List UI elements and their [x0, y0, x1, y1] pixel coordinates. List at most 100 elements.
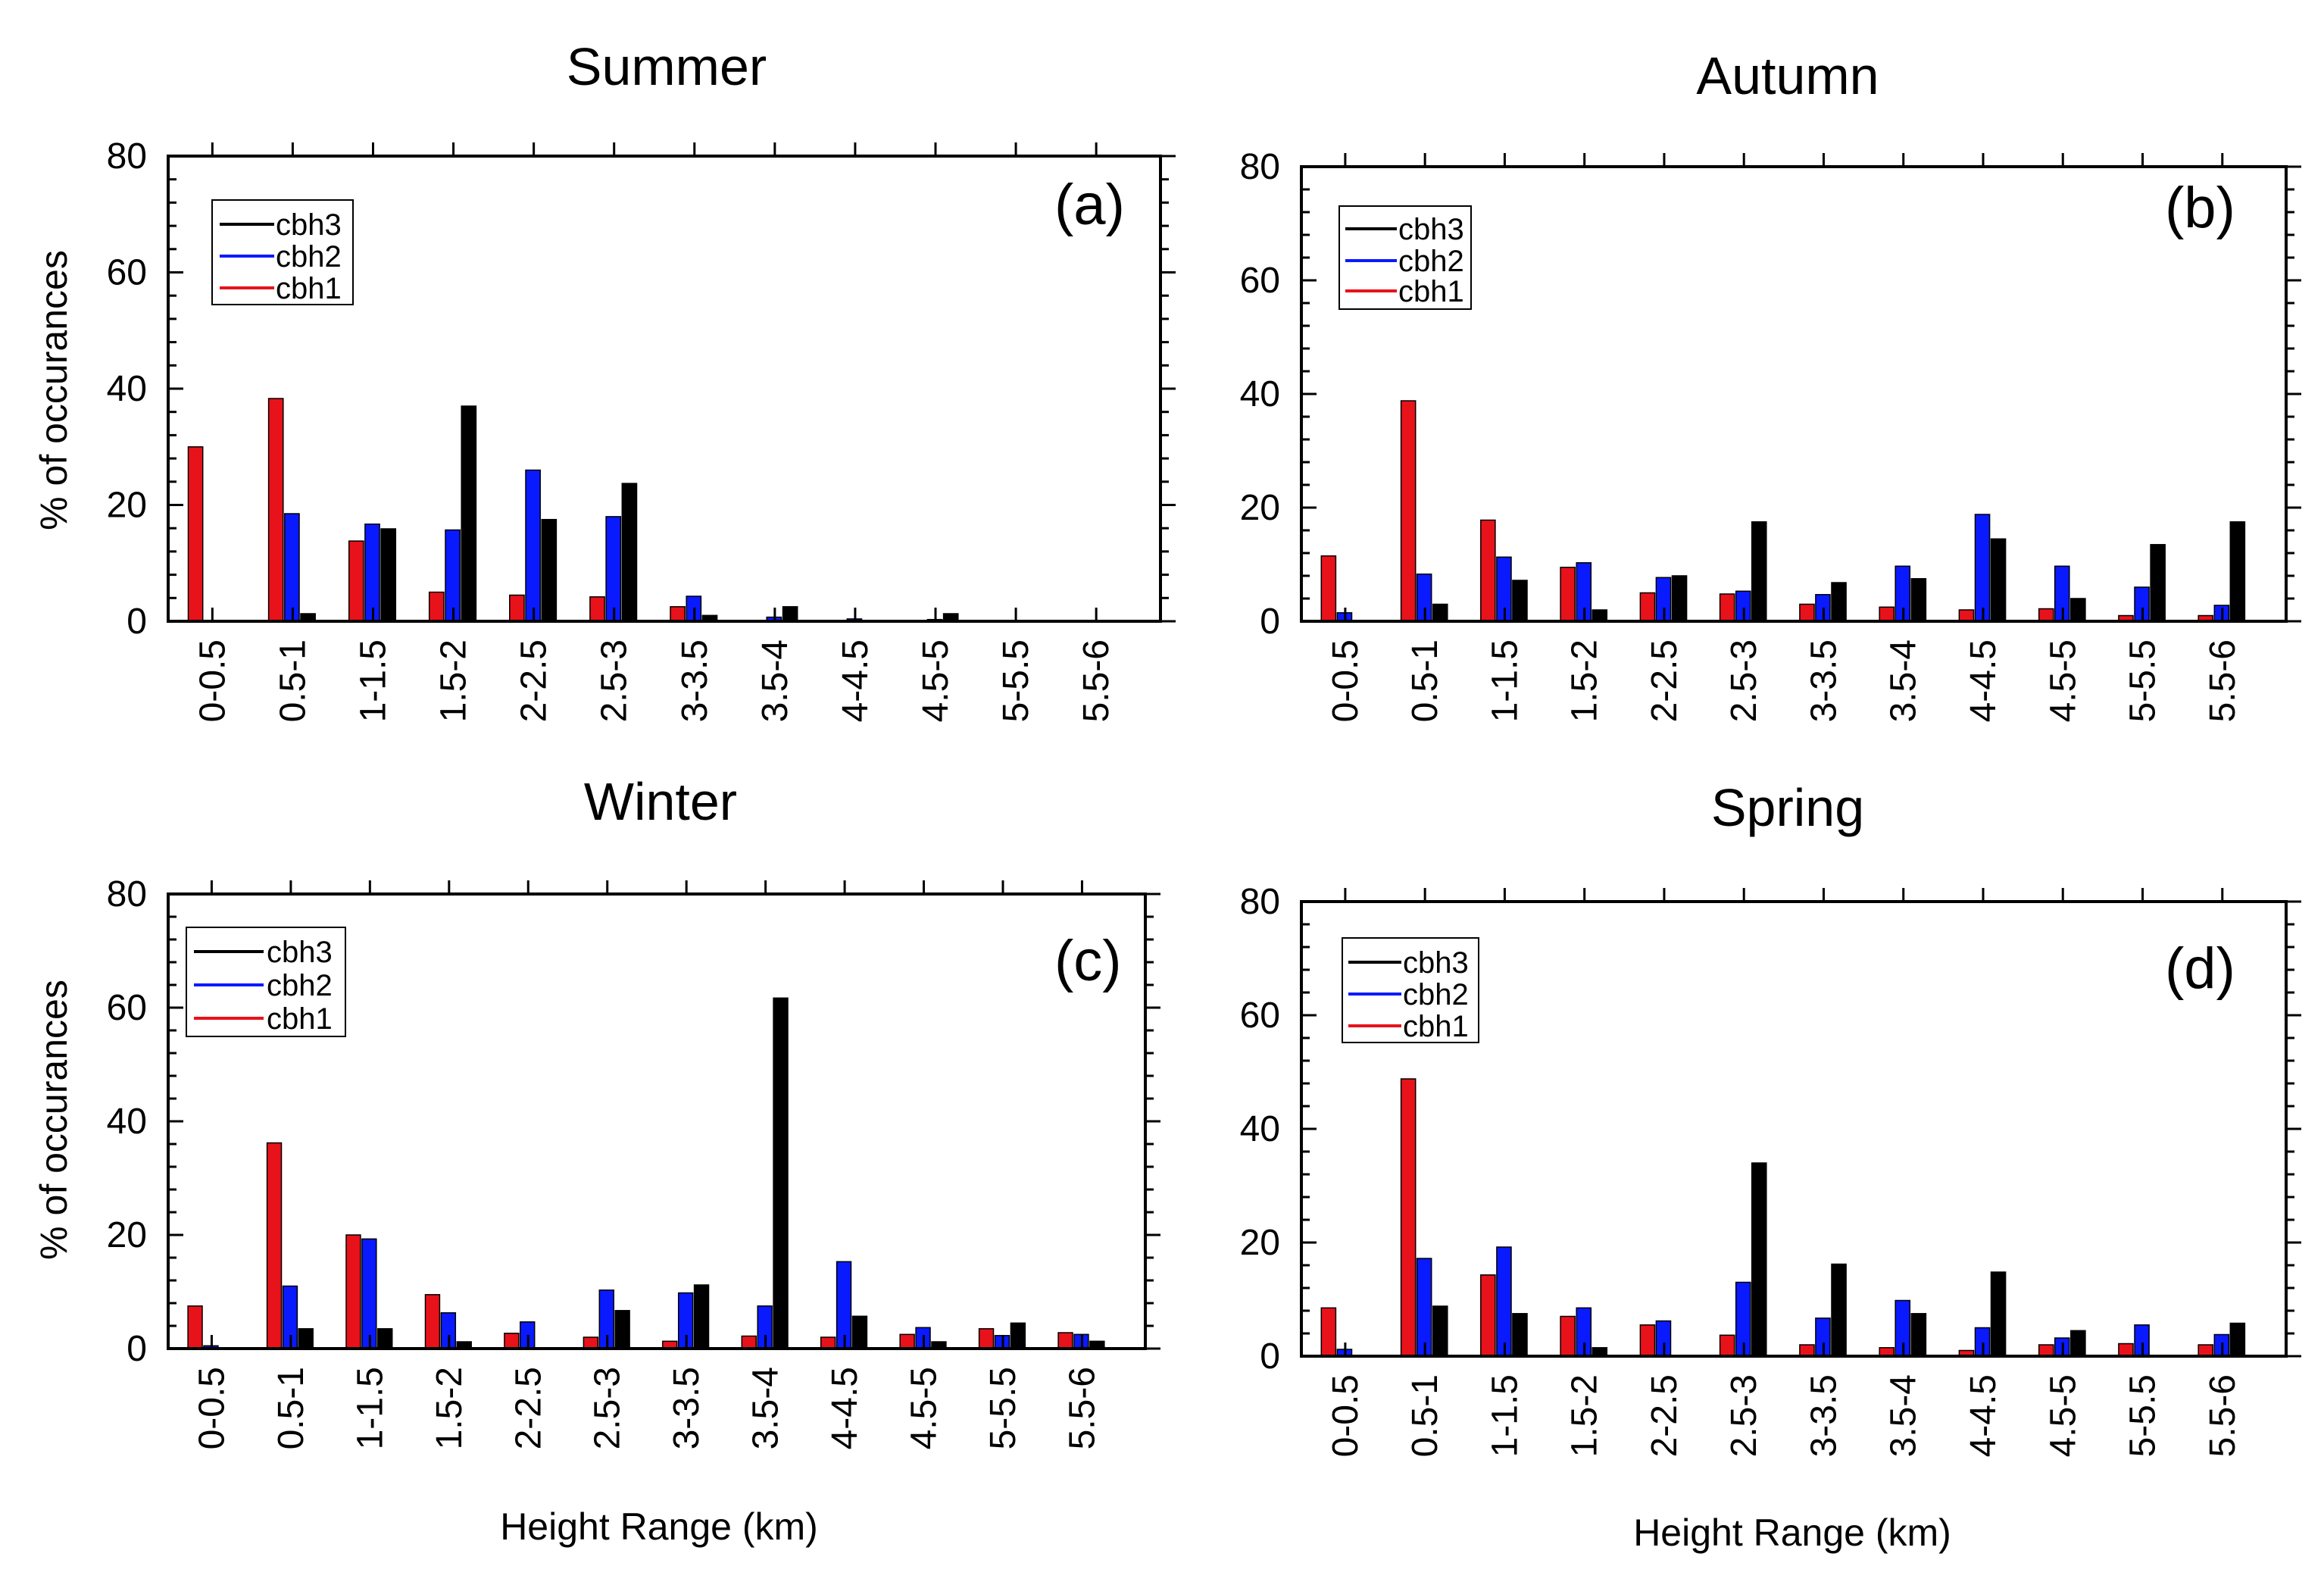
x-tick-label: 0.5-1 [1405, 639, 1445, 722]
legend-summer: cbh3 cbh2 cbh1 [211, 199, 354, 305]
x-tick-label: 4.5-5 [916, 639, 956, 722]
x-tick-label: 5.5-6 [2203, 1374, 2243, 1457]
bar-cbh3-5.5-6 [2229, 1322, 2246, 1357]
legend-label-cbh1: cbh1 [1403, 1010, 1469, 1043]
panel-label-a: (a) [1054, 173, 1125, 237]
bar-cbh3-4-4.5 [1990, 1271, 2007, 1357]
y-tick-label: 20 [1240, 1223, 1280, 1263]
x-tick-label: 2-2.5 [1645, 1374, 1685, 1457]
bar-cbh1-2.5-3 [1719, 593, 1735, 622]
bar-cbh1-2-2.5 [1639, 1324, 1656, 1357]
bar-cbh3-1.5-2 [1592, 609, 1608, 622]
bar-cbh3-1-1.5 [377, 1328, 393, 1349]
bar-cbh1-0-0.5 [187, 446, 204, 622]
bar-cbh1-4-4.5 [1958, 609, 1975, 622]
bar-cbh3-5-5.5 [2150, 544, 2166, 622]
legend-label-cbh2: cbh2 [267, 969, 333, 1002]
bar-cbh2-1.5-2 [445, 529, 461, 622]
bar-cbh3-3-3.5 [693, 1284, 710, 1349]
bars-summer [187, 398, 959, 622]
bar-cbh3-5.5-6 [2229, 521, 2246, 622]
bar-cbh1-3.5-4 [741, 1335, 757, 1349]
x-tick-label: 1.5-2 [430, 1367, 470, 1449]
x-tick-labels-winter: 0-0.5 0.5-1 1-1.5 1.5-2 2-2.5 2.5-3 3-3.5 3.5-4… [192, 1367, 1102, 1449]
x-tick-label: 3-3.5 [667, 1367, 707, 1449]
y-tick-label: 0 [1260, 1336, 1280, 1377]
x-tick-label: 1-1.5 [354, 639, 394, 722]
bar-cbh1-4.5-5 [899, 1333, 915, 1349]
bar-cbh1-0-0.5 [1320, 1307, 1337, 1357]
bars-spring [1320, 1078, 2246, 1357]
y-tick-labels-summer: 0 20 40 60 80 [107, 136, 147, 642]
bar-cbh2-1-1.5 [1496, 1246, 1512, 1357]
bar-cbh1-5.5-6 [1057, 1332, 1073, 1349]
bar-cbh1-4-4.5 [820, 1336, 836, 1349]
bar-cbh1-3-3.5 [1799, 1344, 1815, 1357]
bar-cbh1-1.5-2 [428, 591, 445, 622]
legend-label-cbh3: cbh3 [1398, 213, 1464, 246]
y-tick-labels-winter: 0 20 40 60 80 [107, 874, 147, 1369]
legend-label-cbh2: cbh2 [276, 240, 342, 274]
bar-cbh1-1-1.5 [1480, 519, 1496, 622]
y-tick-label: 60 [1240, 996, 1280, 1036]
panel-label-d: (d) [2165, 936, 2235, 1001]
bar-cbh3-2.5-3 [1751, 521, 1767, 622]
y-tick-labels-autumn: 0 20 40 60 80 [1240, 147, 1280, 642]
plot-area-spring: 0-0.5 0.5-1 1-1.5 1.5-2 2-2.5 2.5-3 3-3.5 3.5-4… [1240, 882, 2301, 1457]
panel-summer: Summer % of occurances 0-0.5 0.5-1 1-1.5 1.… [33, 37, 1176, 722]
bar-cbh2-4-4.5 [1974, 514, 1991, 622]
bar-cbh1-2-2.5 [1639, 592, 1656, 622]
bar-cbh1-4.5-5 [2038, 608, 2054, 622]
bar-cbh3-2-2.5 [1671, 575, 1688, 622]
x-tick-label: 2.5-3 [588, 1367, 628, 1449]
x-tick-label: 0-0.5 [192, 1367, 232, 1449]
x-tick-label: 3-3.5 [675, 639, 715, 722]
x-tick-label: 5-5.5 [996, 639, 1036, 722]
y-tick-label: 80 [1240, 882, 1280, 922]
legend-label-cbh1: cbh1 [276, 272, 342, 305]
bar-cbh1-0.5-1 [266, 1142, 283, 1349]
bar-cbh1-3.5-4 [1879, 606, 1895, 622]
bar-cbh1-1.5-2 [424, 1294, 441, 1349]
x-tick-label: 4-4.5 [1963, 1374, 2004, 1457]
y-tick-label: 40 [1240, 1109, 1280, 1149]
legend-label-cbh2: cbh2 [1403, 978, 1469, 1011]
bar-cbh3-1-1.5 [1512, 580, 1528, 622]
y-tick-label: 80 [1240, 147, 1280, 187]
x-tick-label: 2.5-3 [1724, 639, 1764, 722]
legend-label-cbh3: cbh3 [276, 208, 342, 242]
x-tick-label: 1-1.5 [1485, 1374, 1525, 1457]
bars-winter [187, 997, 1105, 1349]
panel-spring: Spring Height Range (km) 0-0.5 0.5-1 1-1.5… [1240, 778, 2301, 1554]
panel-title-autumn: Autumn [1696, 46, 1879, 105]
x-tick-label: 2-2.5 [1645, 639, 1685, 722]
x-tick-labels-spring: 0-0.5 0.5-1 1-1.5 1.5-2 2-2.5 2.5-3 3-3.5 3.5-4… [1326, 1374, 2243, 1457]
y-tick-label: 60 [107, 253, 147, 293]
bar-cbh1-1.5-2 [1560, 1315, 1576, 1357]
bar-cbh1-0.5-1 [1400, 1078, 1417, 1357]
x-tick-label: 0-0.5 [192, 639, 233, 722]
panel-autumn: Autumn 0-0.5 0.5-1 1-1.5 1.5-2 2-2.5 2.5-3 3-3… [1240, 46, 2301, 722]
x-tick-label: 4-4.5 [825, 1367, 865, 1449]
x-tick-label: 3.5-4 [1884, 639, 1924, 722]
bar-cbh1-0-0.5 [187, 1305, 203, 1349]
bar-cbh3-1-1.5 [1512, 1313, 1528, 1357]
bar-cbh3-2.5-3 [621, 483, 638, 622]
legend-label-cbh1: cbh1 [1398, 275, 1464, 308]
x-tick-label: 1-1.5 [1485, 639, 1525, 722]
y-tick-label: 60 [107, 988, 147, 1028]
x-tick-label: 0-0.5 [1326, 639, 1366, 722]
bar-cbh1-4.5-5 [2038, 1344, 2054, 1357]
bar-cbh2-0.5-1 [1416, 1258, 1432, 1357]
bars-autumn [1320, 400, 2246, 622]
bar-cbh1-5.5-6 [2197, 1344, 2214, 1357]
bar-cbh2-2-2.5 [525, 469, 541, 622]
x-tick-label: 1.5-2 [1565, 1374, 1605, 1457]
bar-cbh3-3-3.5 [1831, 582, 1847, 622]
bar-cbh3-3.5-4 [1910, 578, 1927, 622]
x-tick-label: 4.5-5 [2043, 1374, 2083, 1457]
bar-cbh2-1-1.5 [361, 1238, 377, 1349]
y-tick-label: 80 [107, 874, 147, 914]
legend-label-cbh3: cbh3 [267, 936, 333, 969]
